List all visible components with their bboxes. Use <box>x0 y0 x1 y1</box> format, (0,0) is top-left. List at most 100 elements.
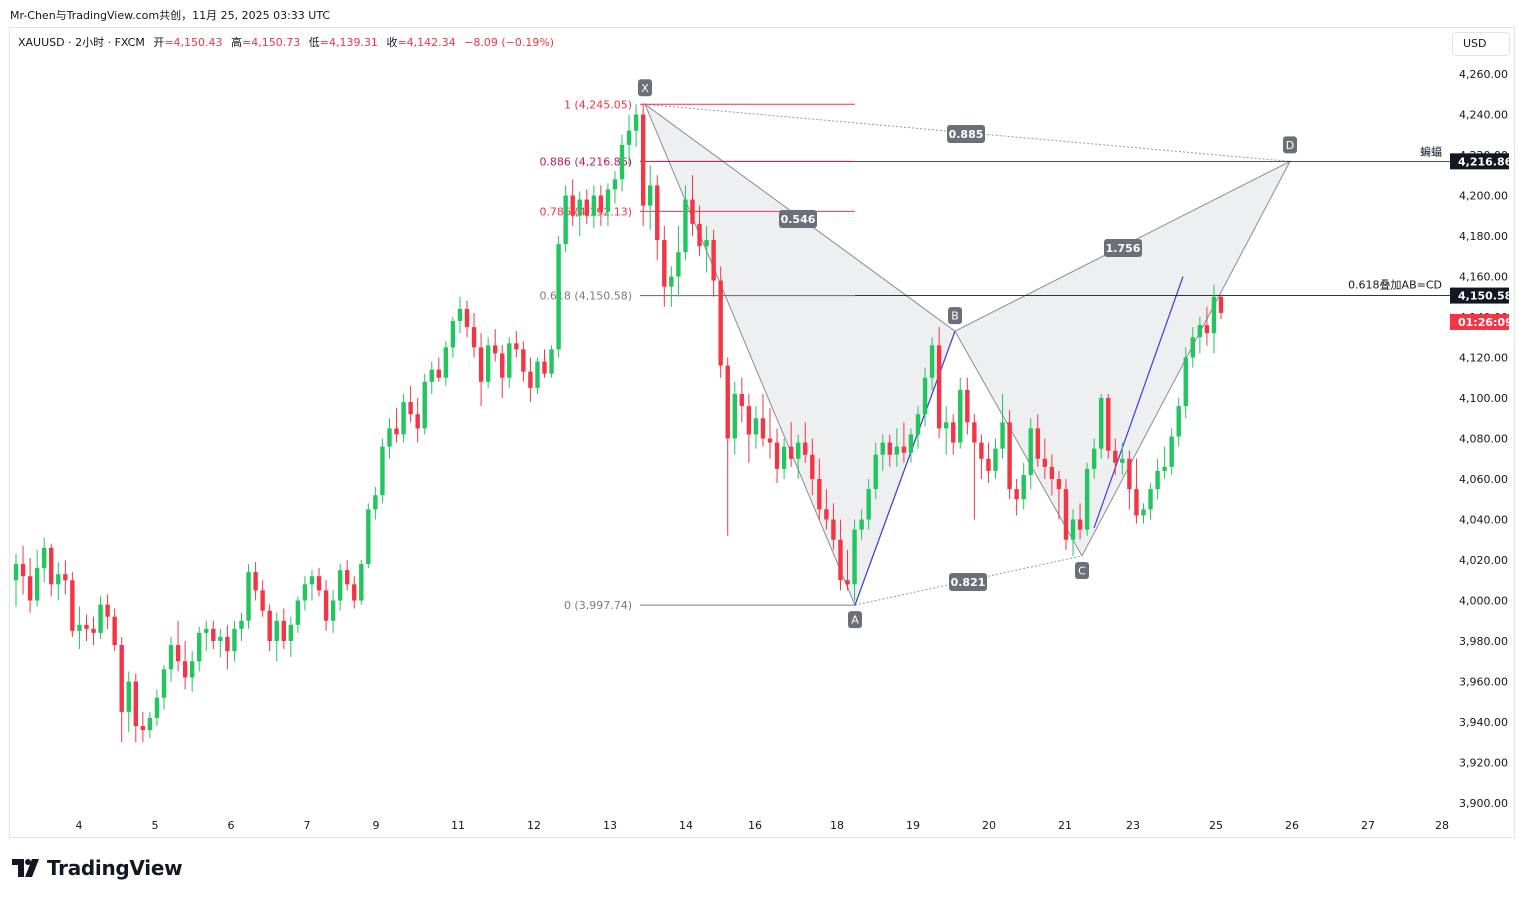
candle-body <box>1056 479 1062 490</box>
candle-body <box>119 645 124 712</box>
candle-body <box>401 402 406 435</box>
x-tick-label: 28 <box>1435 819 1449 832</box>
candle-body <box>1021 474 1026 500</box>
candle-body <box>175 645 181 662</box>
candle-body <box>514 343 519 350</box>
candle-body <box>41 547 47 569</box>
candle-body <box>133 681 138 727</box>
cd-leg-line <box>1093 276 1184 529</box>
brand-name: TradingView <box>47 856 183 880</box>
tradingview-logo[interactable]: TradingView <box>12 856 183 880</box>
candle-body <box>471 327 477 348</box>
y-tick-label: 4,080.00 <box>1459 433 1508 446</box>
candle-body <box>1169 436 1174 467</box>
candle-body <box>718 280 723 366</box>
y-tick-label: 3,920.00 <box>1459 757 1508 770</box>
x-tick-label: 12 <box>527 819 541 832</box>
price-badge-label: 01:26:09 <box>1458 316 1513 329</box>
candle-body <box>605 189 611 212</box>
candle-body <box>683 199 688 253</box>
symbol-info[interactable]: XAUUSD · 2小时 · FXCM <box>18 36 145 49</box>
candle-body <box>359 564 364 601</box>
candle-body <box>528 371 533 388</box>
y-tick-label: 4,200.00 <box>1459 190 1508 203</box>
candle-body <box>732 393 737 439</box>
low-label: 低 <box>308 36 320 49</box>
candle-body <box>366 509 371 565</box>
candle-body <box>1113 450 1118 463</box>
candle-body <box>105 604 110 617</box>
candle-body <box>1120 458 1125 463</box>
candle-body <box>457 308 463 322</box>
candle-body <box>1035 428 1040 459</box>
currency-button[interactable]: USD <box>1452 32 1510 56</box>
candle-body <box>570 195 575 216</box>
candle-body <box>697 223 702 247</box>
pattern-point-badge <box>638 79 652 97</box>
fib-level-label: 0 (3,997.74) <box>564 599 632 612</box>
candle-body <box>1106 398 1111 451</box>
candle-body <box>535 361 540 388</box>
candle-body <box>633 114 639 131</box>
candle-body <box>986 458 991 471</box>
candle-body <box>323 590 329 621</box>
price-axis[interactable]: 4,260.004,240.004,220.004,200.004,180.00… <box>1450 68 1513 810</box>
y-tick-label: 4,260.00 <box>1459 68 1508 81</box>
candle-body <box>302 584 308 601</box>
pattern-labels: 蝙蝠 0.618叠加AB=CD X A B C D 0.885 0.546 1.756 0.821 <box>638 79 1442 629</box>
candle-body <box>880 442 885 455</box>
candle-body <box>1190 337 1196 358</box>
ohlc-legend: XAUUSD · 2小时 · FXCM 开=4,150.43 高=4,150.7… <box>18 34 554 50</box>
candle-body <box>337 570 343 601</box>
candle-body <box>788 446 794 459</box>
ratio-badge <box>1104 239 1142 257</box>
candle-body <box>1197 325 1203 338</box>
candle-body <box>958 389 963 443</box>
candle-body <box>845 580 850 585</box>
candle-body <box>98 604 103 633</box>
pattern-point-label: B <box>951 310 959 323</box>
candle-body <box>781 446 787 469</box>
candle-body <box>690 199 695 224</box>
y-tick-label: 4,180.00 <box>1459 230 1508 243</box>
fib-level-label: 0.618 (4,150.58) <box>539 290 632 303</box>
candle-body <box>767 438 773 443</box>
price-badge-label: 4,216.86 <box>1458 155 1513 168</box>
candle-body <box>27 576 33 601</box>
candle-body <box>182 661 188 678</box>
candle-body <box>542 361 547 374</box>
candle-body <box>929 345 935 378</box>
ratio-label: 0.546 <box>781 213 816 226</box>
candle-body <box>1063 489 1069 540</box>
candle-body <box>1211 296 1217 334</box>
price-badge <box>1450 153 1509 170</box>
bcd-triangle <box>954 160 1292 557</box>
candle-body <box>281 620 286 641</box>
candle-body <box>803 442 808 455</box>
candle-body <box>951 422 956 443</box>
candle-body <box>577 199 582 216</box>
candle-body <box>330 600 336 621</box>
ratio-badge <box>779 210 817 228</box>
x-tick-label: 6 <box>228 819 235 832</box>
candle-body <box>936 345 942 429</box>
pattern-point-badge <box>848 611 862 629</box>
candle-body <box>13 564 19 581</box>
x-tick-label: 19 <box>906 819 920 832</box>
candle-body <box>753 418 759 435</box>
candle-body <box>239 620 244 629</box>
candle-body <box>500 353 505 378</box>
candle-body <box>274 620 279 641</box>
candle-body <box>739 393 745 407</box>
candle-body <box>1127 458 1132 490</box>
candle-body <box>1070 519 1076 540</box>
candle-body <box>394 428 399 435</box>
candle-body <box>598 195 604 212</box>
candle-body <box>77 624 82 631</box>
y-tick-label: 3,960.00 <box>1459 676 1508 689</box>
y-tick-label: 4,020.00 <box>1459 554 1508 567</box>
tradingview-logo-icon <box>12 859 39 877</box>
time-axis[interactable]: 4 5 6 7 9 11 12 13 14 16 18 19 20 21 23 25 26 27 28 <box>76 819 1450 832</box>
fib-level-label: 1 (4,245.05) <box>564 98 632 111</box>
